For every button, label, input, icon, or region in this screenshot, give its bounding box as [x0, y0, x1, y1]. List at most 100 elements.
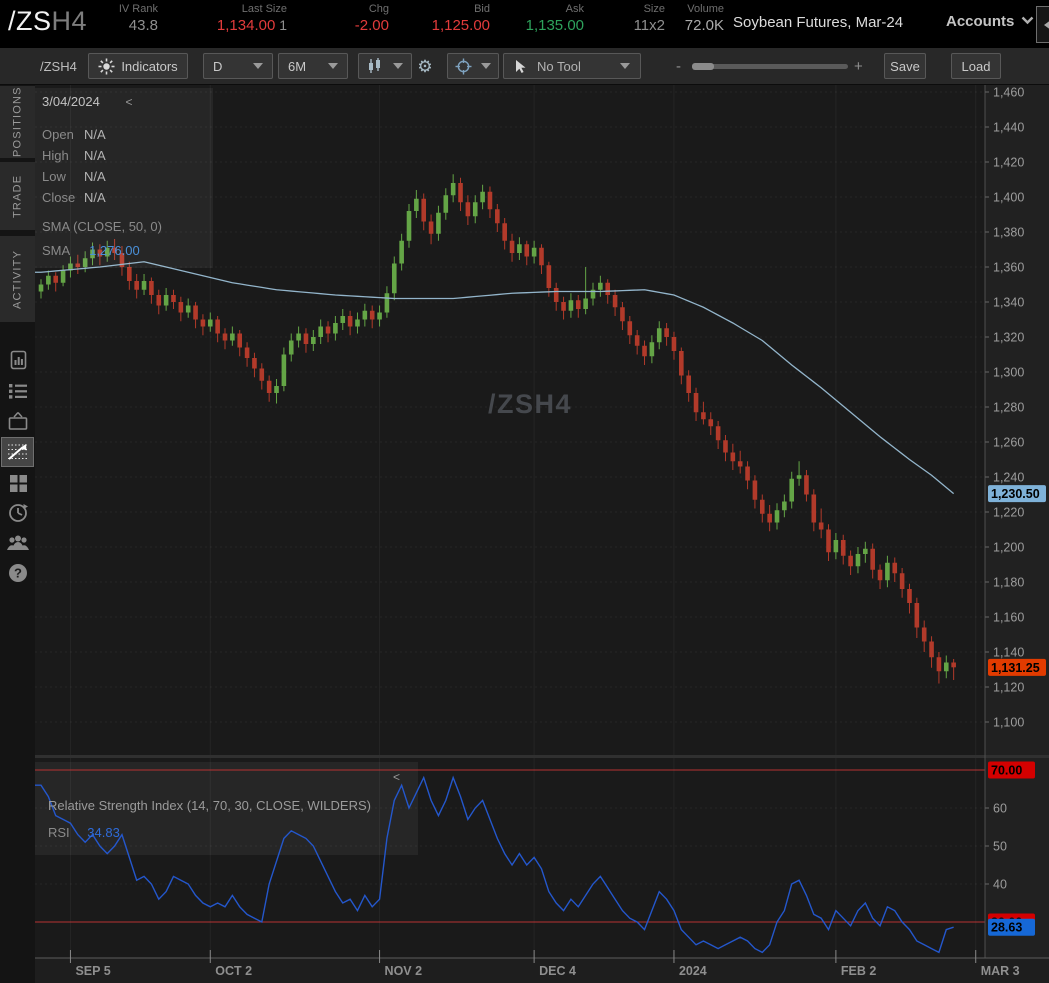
save-button[interactable]: Save [884, 53, 926, 79]
indicators-label: Indicators [121, 58, 178, 74]
candle-body [193, 305, 198, 320]
candle-body [156, 295, 162, 306]
rsi-line [35, 775, 954, 954]
rsi-upper-badge [988, 761, 1035, 779]
sidebar-item-dashboard[interactable] [6, 471, 30, 495]
quote-field-label: IV Rank [118, 3, 158, 15]
candle-body [141, 281, 147, 290]
candle-body [877, 569, 883, 581]
candle-body [737, 461, 743, 467]
last-price-badge [988, 658, 1046, 676]
zoom-slider-track[interactable] [692, 64, 848, 69]
price-chart-canvas[interactable]: /ZSH4 1,460 1,440 1,420 1,400 1,380 1,360 1,340… [0, 85, 1049, 983]
panel-divider[interactable] [35, 755, 1049, 758]
collapse-info-button[interactable]: < [125, 95, 133, 109]
history-icon [9, 504, 28, 522]
candles-layer [38, 174, 956, 684]
quote-field-value: -2.00 [354, 17, 389, 34]
load-button[interactable]: Load [951, 53, 1001, 79]
candle-body [443, 195, 449, 213]
sidebar-item-help[interactable]: ? [6, 561, 30, 585]
candle-body [509, 240, 515, 253]
zoom-slider-handle[interactable] [692, 63, 714, 70]
collapse-panel-button[interactable] [1036, 6, 1049, 43]
price-axis-label: 1,360 [993, 261, 1024, 275]
candlestick-chart-icon [369, 58, 380, 73]
candle-body [914, 603, 920, 628]
chart-type-dropdown[interactable] [358, 53, 412, 79]
sidebar-item-watchlist[interactable] [6, 379, 30, 403]
price-axis-label: 1,220 [993, 506, 1024, 520]
quote-field-ask: Ask 1,135.00 [494, 0, 584, 48]
candle-body [583, 298, 588, 309]
candle-body [252, 358, 257, 369]
quote-field-volume: Volume 72.0K [664, 0, 724, 48]
rsi-plot-background [35, 758, 985, 958]
candle-body [369, 310, 375, 320]
accounts-button[interactable]: Accounts [946, 13, 1034, 30]
crosshair-dropdown[interactable] [447, 53, 499, 79]
candle-body [539, 247, 544, 266]
candle-body [782, 501, 787, 511]
indicators-button[interactable]: Indicators [88, 53, 188, 79]
candle-body [391, 263, 397, 294]
drawing-tool-dropdown[interactable]: No Tool [503, 53, 641, 79]
candle-body [730, 452, 736, 462]
candle-body [575, 300, 581, 309]
zoom-out-button[interactable]: - [676, 58, 681, 75]
tool-label: No Tool [537, 58, 581, 74]
candle-body [97, 249, 103, 257]
candle-body [472, 202, 478, 217]
candle-body [524, 244, 530, 257]
candle-body [296, 333, 301, 341]
chart-info-panel-bg [35, 88, 213, 268]
sidebar-item-community[interactable] [6, 531, 30, 555]
candle-body [863, 548, 868, 554]
candle-body [104, 247, 110, 257]
range-dropdown[interactable]: 6M [278, 53, 348, 79]
date-axis-label: FEB 2 [841, 964, 876, 978]
price-axis-label: 1,260 [993, 436, 1024, 450]
candle-body [686, 375, 691, 393]
load-label: Load [961, 58, 991, 74]
sidebar-item-ledger[interactable] [6, 348, 30, 372]
sidebar-item-charts[interactable] [1, 437, 34, 467]
sidebar-item-tv[interactable] [6, 409, 30, 433]
quote-field-value: 1,135.00 [525, 17, 584, 34]
accounts-label: Accounts [946, 13, 1015, 30]
candle-body [355, 319, 360, 327]
candle-body [656, 328, 662, 343]
candle-body [281, 354, 287, 386]
candle-body [414, 198, 419, 211]
quote-field-bid: Bid 1,125.00 [400, 0, 490, 48]
last-price-badge-text: 1,131.25 [991, 661, 1040, 675]
community-icon [7, 535, 29, 550]
quote-field-iv-rank: IV Rank 43.8 [68, 0, 158, 48]
price-axis-label: 1,440 [993, 121, 1024, 135]
candle-body [230, 333, 235, 341]
timeframe-value: D [213, 58, 223, 74]
candle-body [127, 267, 132, 281]
candle-body [487, 191, 493, 210]
candle-body [274, 386, 279, 393]
sidebar-item-history[interactable] [6, 501, 30, 525]
help-icon: ? [9, 564, 27, 582]
candle-body [885, 562, 890, 581]
price-axis-label: 1,100 [993, 716, 1024, 730]
price-axis-label: 1,380 [993, 226, 1024, 240]
zoom-in-button[interactable]: + [854, 58, 863, 75]
collapse-rsi-button[interactable]: < [393, 770, 401, 784]
ledger-icon [10, 350, 26, 370]
date-axis-label: DEC 4 [539, 964, 576, 978]
price-axis-label: 1,420 [993, 156, 1024, 170]
candle-body [185, 305, 191, 313]
candle-body [68, 263, 73, 271]
candle-body [406, 211, 412, 241]
timeframe-dropdown[interactable]: D [203, 53, 273, 79]
watchlist-icon [9, 384, 27, 399]
price-axis-label: 1,240 [993, 471, 1024, 485]
chevron-left-icon [1044, 20, 1049, 29]
quote-field-value: 43.8 [128, 17, 158, 34]
candle-body [568, 300, 574, 311]
chart-settings-button[interactable]: ⚙ [413, 53, 437, 79]
